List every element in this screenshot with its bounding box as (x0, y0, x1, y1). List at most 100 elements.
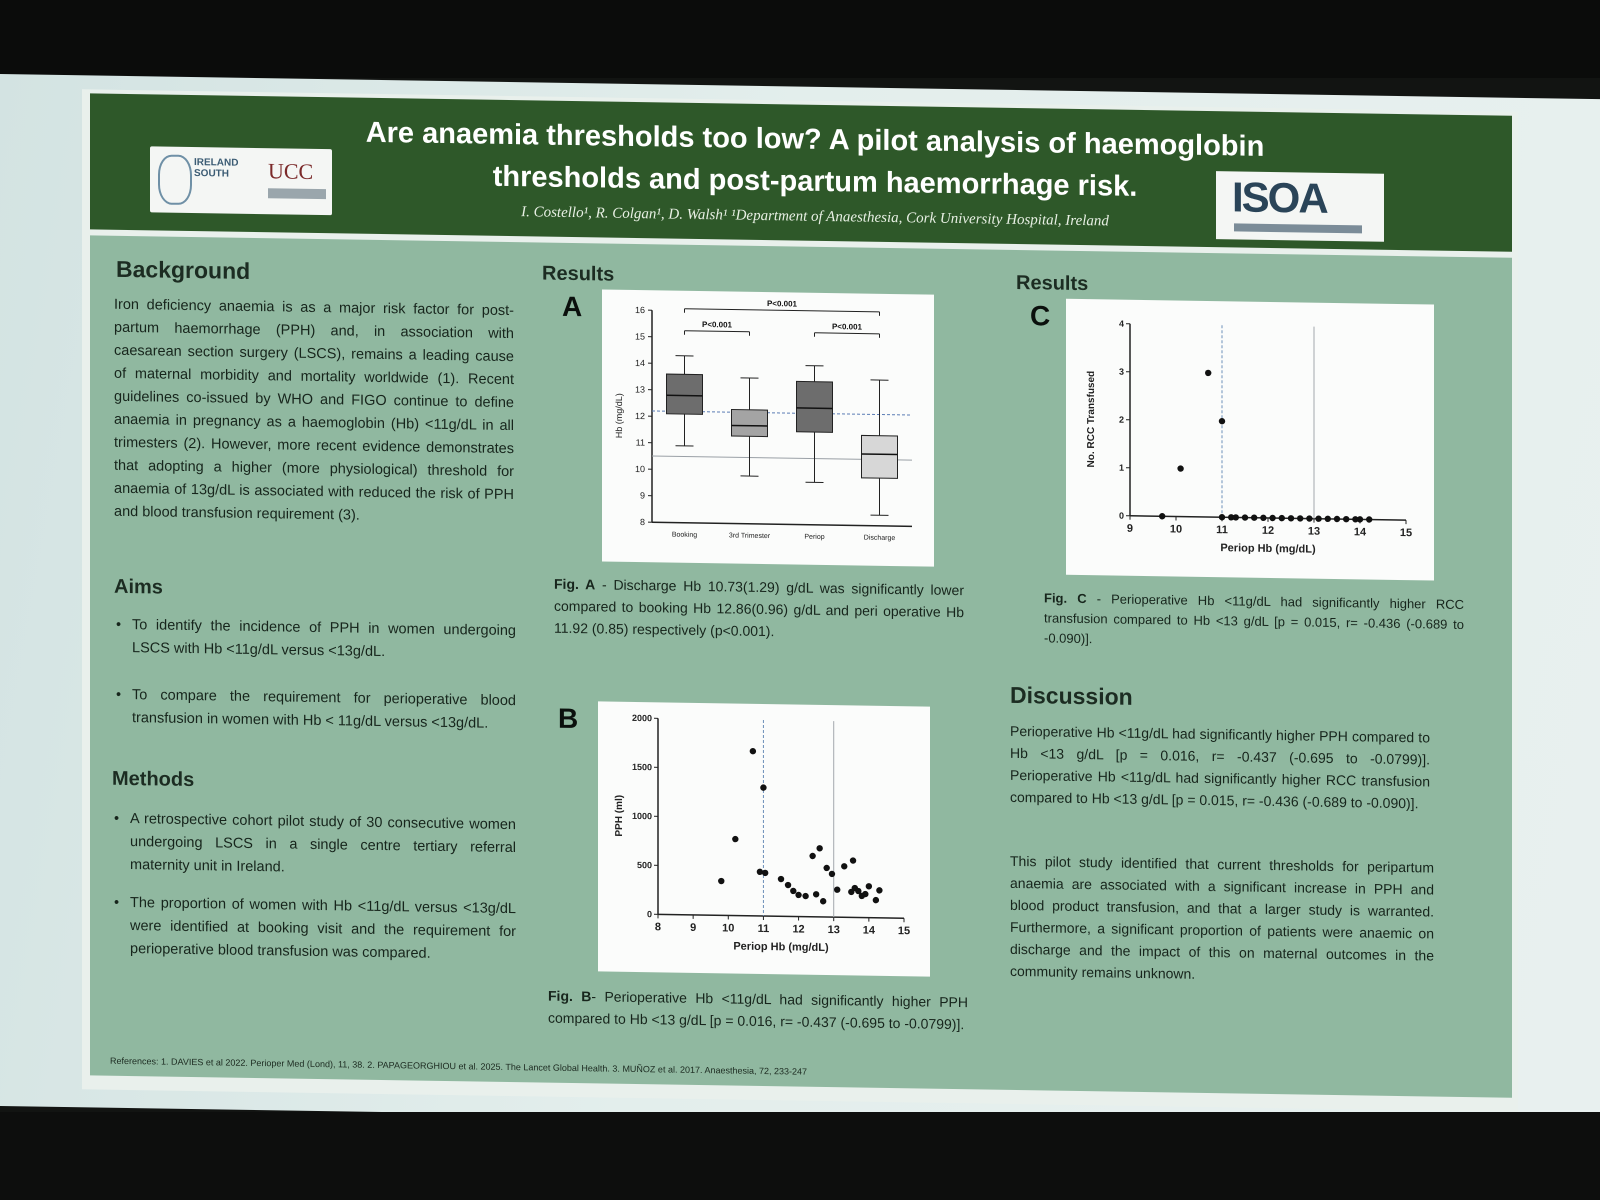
a-box-1 (731, 409, 768, 438)
discussion-paragraph-2: This pilot study identified that current… (1010, 852, 1434, 982)
projector-top-bezel (0, 0, 1600, 78)
c-x-tick-label: 13 (1308, 526, 1320, 538)
b-data-point (732, 835, 739, 843)
methods-heading: Methods (112, 767, 195, 792)
a-bracket-bar (814, 332, 880, 335)
c-data-point (1324, 515, 1331, 523)
isoa-logo-subline (1234, 223, 1362, 234)
poster-title: Are anaemia thresholds too low? A pilot … (365, 116, 1265, 203)
b-data-point (872, 896, 880, 904)
b-data-point (819, 898, 827, 905)
c-data-point (1366, 516, 1373, 523)
c-data-point (1241, 514, 1249, 521)
a-y-tick-label: 11 (636, 437, 645, 447)
ireland-south-ucc-logo: IRELAND SOUTH UCC (150, 146, 332, 216)
panel-label-b: B (558, 702, 579, 735)
c-data-point (1218, 417, 1226, 425)
aims-item-2: To compare the requirement for periopera… (116, 684, 516, 736)
b-data-point (865, 883, 873, 890)
figure-c: 9 10 11 12 13 14 15 0 1 2 3 4 Periop Hb (mg/dL) No. R… (1066, 298, 1434, 581)
c-data-point (1205, 369, 1212, 377)
a-box-3 (861, 434, 898, 479)
discussion-paragraph-1: Perioperative Hb <11g/dL had significant… (1010, 722, 1430, 812)
c-y-tick-label: 2 (1119, 415, 1124, 425)
b-data-point (718, 877, 725, 885)
b-data-point (876, 887, 883, 894)
b-y-tick-label: 1500 (632, 762, 652, 772)
a-y-tick-label: 15 (635, 331, 645, 341)
c-y-tick-label: 0 (1119, 511, 1124, 521)
b-data-point (784, 881, 792, 889)
isoa-logo-text: ISOA (1232, 173, 1327, 222)
caption-a: Fig. A - Discharge Hb 10.73(1.29) g/dL w… (554, 573, 964, 645)
methods-item-2: The proportion of women with Hb <11g/dL … (114, 892, 516, 967)
b-y-tick-label: 500 (637, 860, 652, 870)
b-data-point (802, 892, 809, 900)
a-y-tick-label: 8 (640, 517, 645, 527)
figure-a: 8 9 10 11 12 13 14 15 16 Hb (mg/dL) Booking 3rd Tri… (602, 289, 934, 567)
methods-item-1: A retrospective cohort pilot study of 30… (114, 808, 516, 883)
figure-b-chart: 8 9 10 11 12 13 14 15 0 500 1000 1500 2000 Periop Hb … (614, 713, 910, 954)
b-data-point (834, 886, 841, 893)
c-x-tick-label: 10 (1170, 523, 1182, 535)
b-y-tick-label: 2000 (632, 713, 652, 723)
b-x-tick-label: 9 (690, 922, 696, 934)
b-x-tick-label: 11 (758, 923, 770, 935)
c-data-point (1159, 513, 1166, 520)
aims-item-1: To identify the incidence of PPH in wome… (116, 614, 516, 666)
caption-a-label: Fig. A (554, 575, 596, 593)
b-data-point (849, 857, 857, 864)
b-data-point (858, 892, 866, 900)
c-data-point (1306, 515, 1313, 522)
a-box-0 (666, 373, 703, 415)
caption-b: Fig. B- Perioperative Hb <11g/dL had sig… (548, 985, 968, 1036)
a-median (796, 407, 833, 410)
a-y-tick-label: 9 (640, 491, 645, 501)
panel-label-c: C (1030, 300, 1051, 332)
aims-heading: Aims (114, 575, 163, 599)
a-category-label: Discharge (864, 535, 896, 542)
a-category-label: Periop (804, 534, 824, 541)
b-y-tick-label: 1000 (632, 811, 652, 821)
discussion-heading: Discussion (1010, 681, 1133, 710)
c-y-tick-label: 3 (1119, 367, 1124, 377)
c-y-tick-label: 4 (1119, 319, 1124, 329)
poster-header: Are anaemia thresholds too low? A pilot … (90, 93, 1512, 252)
figure-b: 8 9 10 11 12 13 14 15 0 500 1000 1500 2000 Periop Hb … (598, 701, 930, 977)
b-x-tick-label: 13 (828, 924, 840, 936)
b-data-point (812, 891, 820, 898)
projection-screen: Are anaemia thresholds too low? A pilot … (0, 74, 1600, 1132)
c-y-axis-label: No. RCC Transfused (1086, 371, 1097, 468)
b-x-tick-label: 10 (722, 922, 734, 934)
b-data-point (756, 868, 764, 876)
c-data-point (1177, 465, 1184, 472)
a-y-tick-label: 12 (635, 411, 645, 421)
b-y-axis-label: PPH (ml) (614, 795, 625, 837)
poster-body: Background Iron deficiency anaemia is as… (90, 235, 1512, 1098)
background-heading: Background (116, 255, 251, 284)
b-x-tick-label: 8 (655, 921, 661, 933)
projector-bottom-shadow (0, 1112, 1600, 1200)
a-significance-label: P<0.001 (832, 322, 863, 331)
results-heading-left: Results (542, 262, 615, 286)
c-data-point (1343, 515, 1350, 523)
c-data-point (1297, 515, 1304, 522)
c-data-point (1269, 514, 1276, 522)
caption-b-label: Fig. B (548, 987, 592, 1005)
b-x-tick-label: 15 (898, 925, 910, 937)
a-category-label: 3rd Trimester (729, 532, 771, 540)
b-data-point (823, 864, 830, 872)
caption-c-label: Fig. C (1044, 590, 1087, 607)
b-data-point (795, 891, 802, 899)
b-y-tick-label: 0 (647, 909, 652, 919)
b-x-tick-label: 12 (792, 923, 804, 935)
c-y-tick-label: 1 (1119, 463, 1124, 473)
panel-label-a: A (562, 290, 583, 323)
a-y-axis-label: Hb (mg/dL) (614, 393, 624, 438)
c-data-point (1228, 514, 1235, 521)
a-median (731, 424, 768, 427)
a-bracket-bar (684, 308, 880, 313)
b-data-point (816, 845, 823, 852)
b-data-point (749, 747, 757, 755)
